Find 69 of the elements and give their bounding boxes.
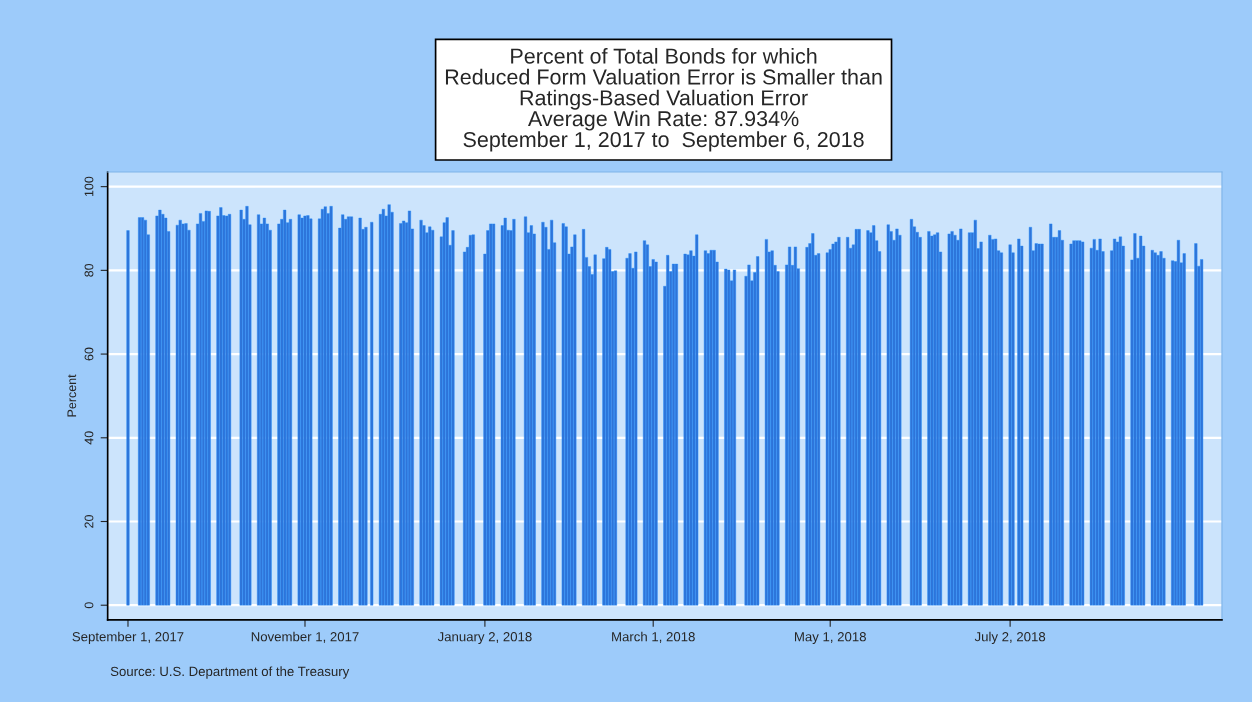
bar bbox=[419, 219, 423, 606]
bar bbox=[573, 234, 577, 606]
bar bbox=[309, 218, 313, 606]
bar bbox=[1069, 243, 1073, 606]
y-tick-label: 100 bbox=[84, 176, 94, 197]
bar bbox=[764, 239, 768, 606]
bar bbox=[927, 231, 931, 606]
y-tick-label: 20 bbox=[84, 515, 94, 528]
bar bbox=[703, 250, 707, 606]
bar bbox=[886, 224, 890, 606]
bar bbox=[817, 253, 821, 606]
bar bbox=[329, 206, 333, 606]
y-tick-label: 80 bbox=[84, 263, 94, 277]
bar bbox=[959, 228, 963, 606]
bar bbox=[358, 217, 362, 606]
bar bbox=[1049, 223, 1053, 606]
x-tick-label: January 2, 2018 bbox=[437, 632, 532, 644]
bar bbox=[1081, 241, 1085, 606]
bar bbox=[1200, 259, 1204, 606]
bar bbox=[1040, 243, 1044, 606]
bar bbox=[277, 223, 281, 606]
bar bbox=[1017, 238, 1021, 606]
bar bbox=[683, 253, 687, 606]
y-tick-label: 60 bbox=[84, 347, 94, 361]
bar bbox=[463, 251, 467, 606]
bar bbox=[1182, 253, 1186, 606]
bar bbox=[724, 268, 728, 606]
bar bbox=[399, 223, 403, 606]
bar bbox=[846, 237, 850, 606]
bar bbox=[695, 234, 699, 606]
bar bbox=[228, 214, 232, 606]
bar bbox=[451, 230, 455, 606]
bar bbox=[126, 230, 130, 606]
bar bbox=[988, 234, 992, 606]
bar bbox=[431, 229, 435, 606]
bar bbox=[1028, 227, 1032, 606]
x-tick-label: November 1, 2017 bbox=[251, 631, 359, 643]
y-tick-label: 0 bbox=[84, 602, 94, 609]
bar bbox=[1008, 244, 1012, 606]
bar bbox=[756, 256, 760, 606]
bar bbox=[582, 229, 586, 606]
y-axis-title: Percent bbox=[67, 374, 77, 417]
bar bbox=[634, 251, 638, 606]
bar bbox=[561, 223, 565, 606]
bar bbox=[471, 234, 475, 606]
bar bbox=[805, 247, 809, 606]
chart-title: Percent of Total Bonds for which Reduced Form Valuation Error is Smaller than Ratings-Based Valuation Error Average Win Rate: 87.934% September 1, 2017 to September 6, 2018 bbox=[445, 47, 882, 152]
y-tick-label: 40 bbox=[84, 431, 94, 445]
bar bbox=[370, 222, 374, 606]
bar bbox=[239, 209, 243, 606]
bar bbox=[857, 229, 861, 606]
x-tick-label: May 1, 2018 bbox=[794, 632, 866, 644]
bar bbox=[364, 227, 368, 606]
bar bbox=[297, 214, 301, 606]
bar bbox=[593, 254, 597, 606]
bar bbox=[512, 219, 516, 606]
bar bbox=[207, 211, 211, 606]
bar bbox=[837, 237, 841, 606]
bar bbox=[947, 233, 951, 606]
bar bbox=[654, 261, 658, 606]
source-note: Source: U.S. Department of the Treasury bbox=[110, 666, 350, 679]
x-tick-label: September 1, 2017 bbox=[72, 631, 184, 644]
bar bbox=[866, 230, 870, 606]
bar bbox=[1194, 243, 1198, 606]
bar bbox=[979, 241, 983, 606]
x-tick-label: July 2, 2018 bbox=[974, 631, 1046, 644]
bar bbox=[1150, 250, 1154, 606]
x-tick-label: March 1, 2018 bbox=[612, 631, 695, 643]
bar bbox=[541, 222, 545, 606]
